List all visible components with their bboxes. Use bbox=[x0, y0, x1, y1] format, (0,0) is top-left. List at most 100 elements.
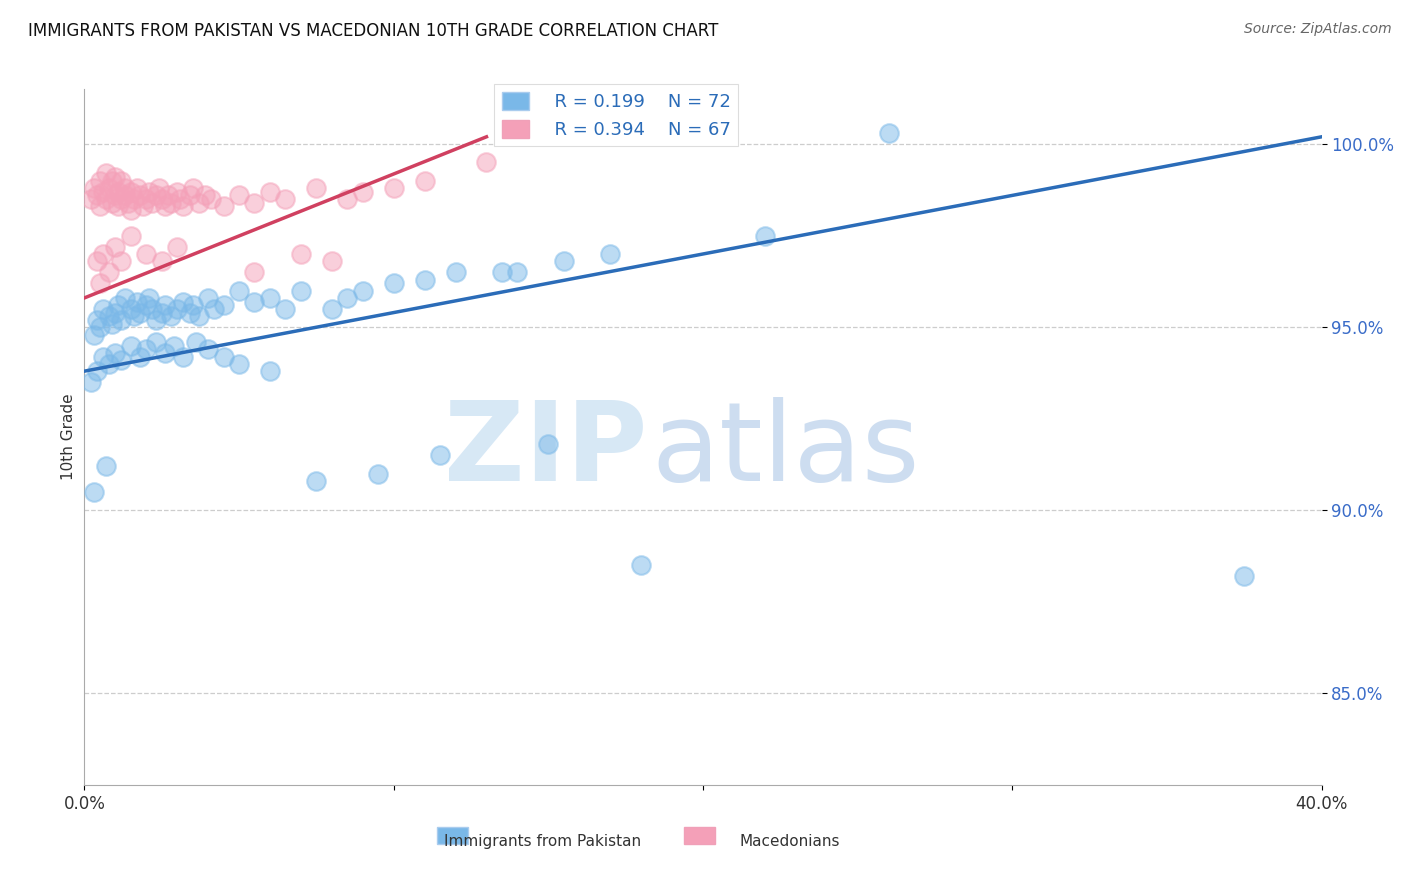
Text: atlas: atlas bbox=[651, 398, 920, 505]
Point bbox=[429, 449, 451, 463]
Point bbox=[274, 301, 297, 316]
Point bbox=[104, 346, 127, 360]
Point bbox=[91, 301, 114, 316]
Point bbox=[172, 294, 194, 309]
Point bbox=[212, 199, 235, 213]
Point bbox=[86, 254, 108, 268]
Point bbox=[83, 327, 105, 342]
Point bbox=[120, 338, 142, 352]
Point bbox=[120, 228, 142, 243]
Point bbox=[110, 313, 132, 327]
Point bbox=[150, 192, 173, 206]
Point bbox=[98, 181, 121, 195]
Point bbox=[274, 192, 297, 206]
Text: Source: ZipAtlas.com: Source: ZipAtlas.com bbox=[1244, 22, 1392, 37]
Point bbox=[79, 192, 101, 206]
Point bbox=[86, 188, 108, 202]
Point bbox=[599, 247, 621, 261]
Bar bbox=[437, 827, 468, 844]
Point bbox=[181, 181, 204, 195]
Point bbox=[321, 254, 343, 268]
Point bbox=[89, 174, 111, 188]
Point bbox=[98, 357, 121, 371]
Point bbox=[129, 188, 152, 202]
Point bbox=[104, 305, 127, 319]
Point bbox=[243, 265, 266, 279]
Point bbox=[163, 338, 186, 352]
Point bbox=[107, 185, 129, 199]
Bar bbox=[685, 827, 716, 844]
Point bbox=[194, 188, 217, 202]
Point bbox=[91, 350, 114, 364]
Point bbox=[107, 199, 129, 213]
Point bbox=[104, 240, 127, 254]
Text: Immigrants from Pakistan: Immigrants from Pakistan bbox=[443, 834, 641, 848]
Point bbox=[114, 181, 136, 195]
Point bbox=[104, 188, 127, 202]
Legend:   R = 0.199    N = 72,   R = 0.394    N = 67: R = 0.199 N = 72, R = 0.394 N = 67 bbox=[495, 85, 738, 146]
Point bbox=[172, 199, 194, 213]
Point bbox=[259, 364, 281, 378]
Point bbox=[83, 181, 105, 195]
Y-axis label: 10th Grade: 10th Grade bbox=[60, 393, 76, 481]
Point bbox=[352, 185, 374, 199]
Point bbox=[141, 301, 163, 316]
Point bbox=[444, 265, 467, 279]
Point bbox=[382, 181, 405, 195]
Point bbox=[129, 350, 152, 364]
Point bbox=[290, 247, 312, 261]
Point bbox=[187, 310, 209, 324]
Point bbox=[212, 298, 235, 312]
Point bbox=[135, 192, 157, 206]
Point bbox=[243, 294, 266, 309]
Point bbox=[110, 192, 132, 206]
Text: IMMIGRANTS FROM PAKISTAN VS MACEDONIAN 10TH GRADE CORRELATION CHART: IMMIGRANTS FROM PAKISTAN VS MACEDONIAN 1… bbox=[28, 22, 718, 40]
Point bbox=[1233, 569, 1256, 583]
Point bbox=[228, 188, 250, 202]
Point bbox=[197, 342, 219, 356]
Point bbox=[98, 265, 121, 279]
Point bbox=[138, 291, 160, 305]
Point bbox=[110, 254, 132, 268]
Point bbox=[89, 277, 111, 291]
Point bbox=[122, 310, 145, 324]
Point bbox=[305, 181, 328, 195]
Point bbox=[228, 284, 250, 298]
Point bbox=[98, 310, 121, 324]
Point bbox=[187, 195, 209, 210]
Point bbox=[181, 298, 204, 312]
Point bbox=[117, 195, 139, 210]
Point bbox=[86, 364, 108, 378]
Point bbox=[156, 188, 179, 202]
Point bbox=[110, 353, 132, 368]
Point bbox=[141, 195, 163, 210]
Point bbox=[259, 291, 281, 305]
Point bbox=[83, 485, 105, 500]
Point bbox=[120, 185, 142, 199]
Point bbox=[132, 199, 155, 213]
Point bbox=[150, 254, 173, 268]
Point bbox=[184, 334, 207, 349]
Point bbox=[336, 291, 359, 305]
Point bbox=[145, 313, 167, 327]
Text: Macedonians: Macedonians bbox=[740, 834, 839, 848]
Point bbox=[145, 188, 167, 202]
Point bbox=[114, 291, 136, 305]
Point bbox=[259, 185, 281, 199]
Point bbox=[153, 346, 176, 360]
Point bbox=[212, 350, 235, 364]
Point bbox=[305, 474, 328, 488]
Point bbox=[110, 174, 132, 188]
Point bbox=[120, 202, 142, 217]
Text: ZIP: ZIP bbox=[444, 398, 647, 505]
Point bbox=[506, 265, 529, 279]
Point bbox=[135, 247, 157, 261]
Point bbox=[129, 305, 152, 319]
Point bbox=[120, 301, 142, 316]
Point bbox=[166, 301, 188, 316]
Point bbox=[877, 126, 900, 140]
Point bbox=[125, 294, 148, 309]
Point bbox=[200, 192, 222, 206]
Point bbox=[135, 342, 157, 356]
Point bbox=[537, 437, 560, 451]
